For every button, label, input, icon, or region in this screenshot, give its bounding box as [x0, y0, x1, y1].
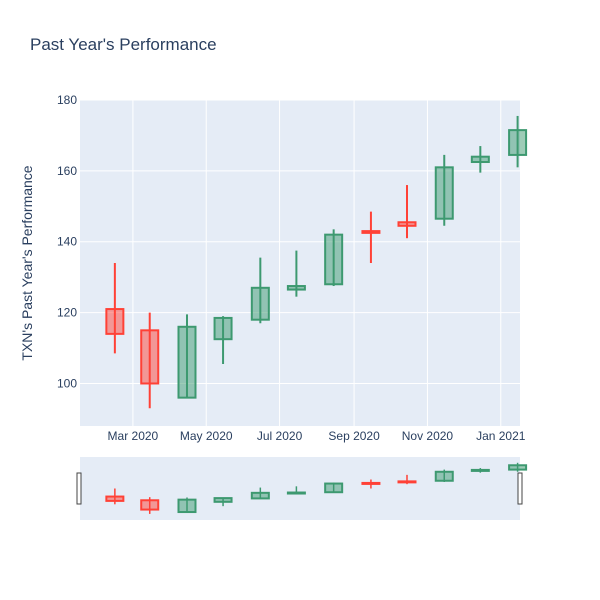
candle-body: [397, 221, 417, 227]
candle: [470, 146, 490, 173]
mini-candle: [140, 497, 160, 514]
mini-candle: [434, 469, 454, 482]
candle-body: [177, 325, 197, 399]
mini-candle: [470, 468, 490, 473]
y-tick-label: 160: [57, 164, 77, 178]
range-slider-left-handle[interactable]: [76, 472, 82, 505]
y-axis-ticks: 100 120 140 160 180: [57, 93, 77, 390]
x-tick-label: Jan 2021: [476, 429, 526, 443]
mini-candle-body: [324, 482, 344, 494]
candle-body: [434, 166, 454, 220]
candle-body: [213, 316, 233, 341]
candle-body: [470, 155, 490, 164]
mini-candle-body: [250, 491, 270, 500]
mini-candle-body: [213, 497, 233, 503]
candle: [361, 211, 381, 263]
mini-candle-body: [140, 499, 160, 511]
mini-candle-body: [434, 470, 454, 482]
y-tick-label: 140: [57, 235, 77, 249]
mini-candle-body: [361, 481, 381, 485]
mini-candle-body: [105, 495, 125, 502]
candle: [177, 314, 197, 399]
mini-candle: [324, 482, 344, 494]
mini-candle-body: [470, 468, 490, 472]
candle: [397, 185, 417, 239]
mini-candle-body: [177, 498, 197, 514]
mini-candle: [177, 497, 197, 514]
candle-body: [324, 233, 344, 286]
candle-body: [250, 286, 270, 321]
candle: [508, 115, 528, 168]
candle: [324, 229, 344, 287]
mini-candle: [508, 462, 528, 472]
grid-lines: [80, 99, 520, 426]
mini-candle: [213, 497, 233, 507]
candle-body: [140, 329, 160, 385]
candle: [140, 312, 160, 409]
mini-candle: [286, 486, 306, 495]
mini-candle-body: [397, 480, 417, 484]
y-tick-label: 120: [57, 306, 77, 320]
candle: [213, 316, 233, 364]
x-tick-label: Sep 2020: [328, 429, 380, 443]
mini-candle-body: [508, 464, 528, 471]
candle: [250, 257, 270, 324]
candle: [434, 154, 454, 226]
y-axis-label: TXN's Past Year's Performance: [19, 165, 35, 360]
x-tick-label: May 2020: [180, 429, 233, 443]
x-tick-label: Mar 2020: [108, 429, 159, 443]
range-slider-right-handle[interactable]: [517, 472, 523, 505]
mini-candle: [397, 474, 417, 485]
x-axis-ticks: Mar 2020 May 2020 Jul 2020 Sep 2020 Nov 2020…: [108, 429, 526, 443]
mini-candle-body: [286, 491, 306, 495]
range-slider-candles: [105, 462, 528, 514]
candles: [105, 115, 528, 409]
mini-candle: [361, 479, 381, 489]
y-tick-label: 100: [57, 376, 77, 390]
mini-candle: [105, 488, 125, 505]
candle-body: [105, 308, 125, 335]
y-tick-label: 180: [57, 93, 77, 107]
candle-body: [508, 129, 528, 156]
x-tick-label: Nov 2020: [402, 429, 454, 443]
x-tick-label: Jul 2020: [257, 429, 303, 443]
candle: [286, 250, 306, 297]
candle-body: [361, 230, 381, 234]
mini-candle: [250, 487, 270, 500]
chart-title: Past Year's Performance: [30, 35, 217, 54]
candle-body: [286, 285, 306, 291]
candle: [105, 263, 125, 354]
